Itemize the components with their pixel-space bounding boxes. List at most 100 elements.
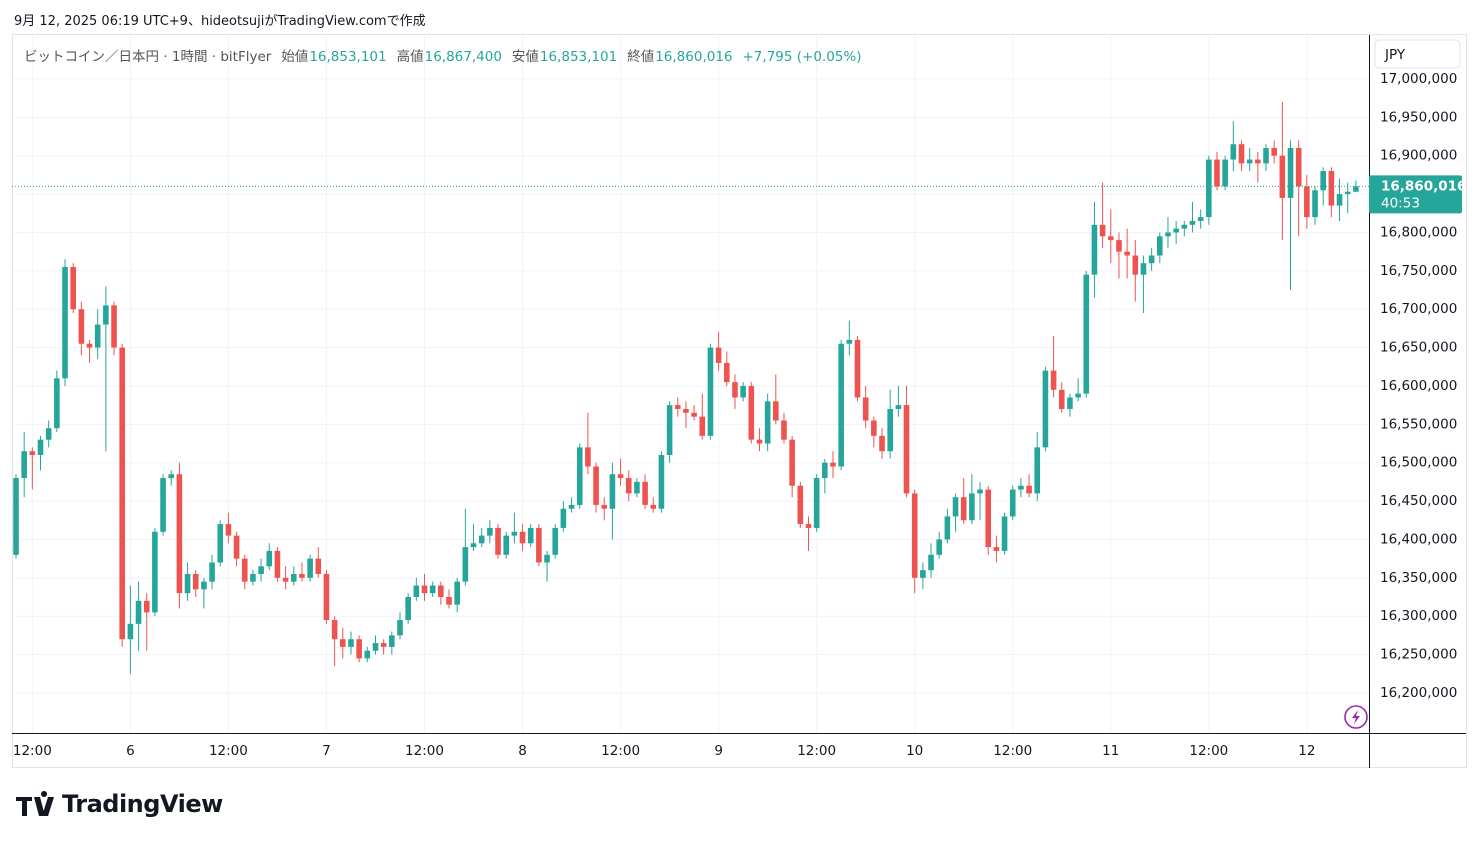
candle-body — [1099, 224, 1106, 237]
y-tick-label: 17,000,000 — [1380, 71, 1457, 87]
candle-body — [723, 362, 730, 383]
candle-body — [111, 305, 117, 348]
x-tick-label: 12:00 — [13, 743, 52, 759]
candle-body — [1026, 485, 1032, 494]
candle-body — [601, 504, 608, 509]
candle-body — [683, 408, 689, 413]
candle-body — [576, 447, 583, 505]
y-tick-label: 16,300,000 — [1380, 608, 1457, 624]
x-tick-label: 12:00 — [993, 743, 1032, 759]
candle-body — [748, 385, 755, 440]
candle-body — [201, 581, 207, 590]
candle-body — [143, 600, 150, 613]
candle-body — [250, 573, 256, 582]
currency: JPY — [1384, 47, 1406, 63]
candle-body — [862, 397, 869, 421]
candle-body — [650, 504, 657, 509]
ohlc-value: 16,860,016 — [655, 49, 733, 65]
candle-body — [634, 481, 640, 494]
candle-body — [470, 543, 477, 548]
candle-body — [911, 493, 918, 578]
candle-body — [323, 573, 330, 621]
candle-body — [397, 620, 403, 636]
candle-body — [307, 558, 313, 578]
candle-body — [1230, 144, 1237, 160]
candle-body — [846, 339, 853, 344]
candle-body — [405, 597, 411, 621]
candle-body — [45, 428, 52, 440]
x-tick-label: 12:00 — [601, 743, 640, 759]
ohlc-value: 16,853,101 — [309, 49, 387, 65]
candle-body — [789, 439, 795, 486]
candle-body — [658, 455, 665, 509]
candle-body — [838, 343, 844, 467]
candle-body — [274, 550, 281, 578]
candle-body — [438, 585, 444, 598]
candle-body — [1148, 255, 1155, 264]
candle-body — [462, 547, 469, 582]
x-tick-label: 10 — [906, 743, 923, 759]
y-tick-label: 16,550,000 — [1380, 416, 1457, 432]
candle-body — [127, 623, 134, 640]
candle-body — [1181, 224, 1188, 229]
candle-body — [282, 577, 289, 582]
y-tick-label: 16,650,000 — [1380, 340, 1457, 356]
candle-body — [160, 478, 166, 532]
candle-body — [715, 347, 722, 363]
candle-body — [37, 439, 44, 456]
candle-body — [86, 343, 93, 348]
y-tick-label: 16,400,000 — [1380, 531, 1457, 547]
candle-body — [544, 554, 550, 563]
candle-body — [135, 600, 142, 624]
candle-body — [29, 451, 36, 456]
candle-body — [1140, 263, 1147, 275]
candle-body — [805, 524, 812, 528]
caption: 9月 12, 2025 06:19 UTC+9、hideotsujiがTradi… — [14, 14, 426, 29]
candle-body — [944, 516, 951, 540]
candle-body — [1050, 370, 1057, 390]
currency-box[interactable] — [1374, 39, 1461, 69]
candle-body — [977, 489, 983, 494]
candle-body — [519, 531, 526, 544]
candle-body — [119, 347, 126, 640]
ohlc-label: 高値 — [396, 49, 424, 65]
candle-body — [985, 489, 992, 548]
y-tick-label: 16,800,000 — [1380, 224, 1457, 240]
candle-body — [217, 524, 224, 563]
x-tick-label: 8 — [518, 743, 527, 759]
x-tick-label: 12 — [1298, 743, 1315, 759]
candle-body — [1067, 397, 1073, 409]
candle-body — [241, 558, 248, 582]
candle-body — [1344, 191, 1351, 195]
candle-body — [487, 527, 493, 536]
candle-body — [103, 305, 109, 325]
y-tick-label: 16,450,000 — [1380, 493, 1457, 509]
candle-body — [78, 309, 85, 344]
candle-body — [1001, 516, 1008, 551]
candle-body — [446, 597, 452, 605]
candle-body — [152, 531, 158, 613]
x-tick-label: 12:00 — [405, 743, 444, 759]
candle-body — [315, 558, 322, 574]
candle-body — [552, 527, 559, 555]
candle-body — [1238, 144, 1245, 164]
change: +7,795 (+0.05%) — [742, 49, 862, 65]
candle-body — [1312, 190, 1318, 218]
x-tick-label: 7 — [322, 743, 331, 759]
candle-body — [1157, 236, 1163, 256]
candle-body — [290, 573, 297, 582]
candle-body — [1116, 240, 1122, 252]
candle-body — [21, 451, 27, 479]
candle-body — [372, 643, 379, 651]
candle-body — [920, 570, 926, 578]
candle-body — [1107, 236, 1114, 241]
candle-body — [822, 462, 828, 479]
x-tick-label: 6 — [126, 743, 135, 759]
x-tick-label: 12:00 — [1189, 743, 1228, 759]
candle-body — [94, 324, 101, 348]
candle-body — [707, 347, 714, 436]
candle-body — [1058, 389, 1065, 409]
frame — [12, 34, 1467, 768]
candle-body — [936, 539, 943, 555]
